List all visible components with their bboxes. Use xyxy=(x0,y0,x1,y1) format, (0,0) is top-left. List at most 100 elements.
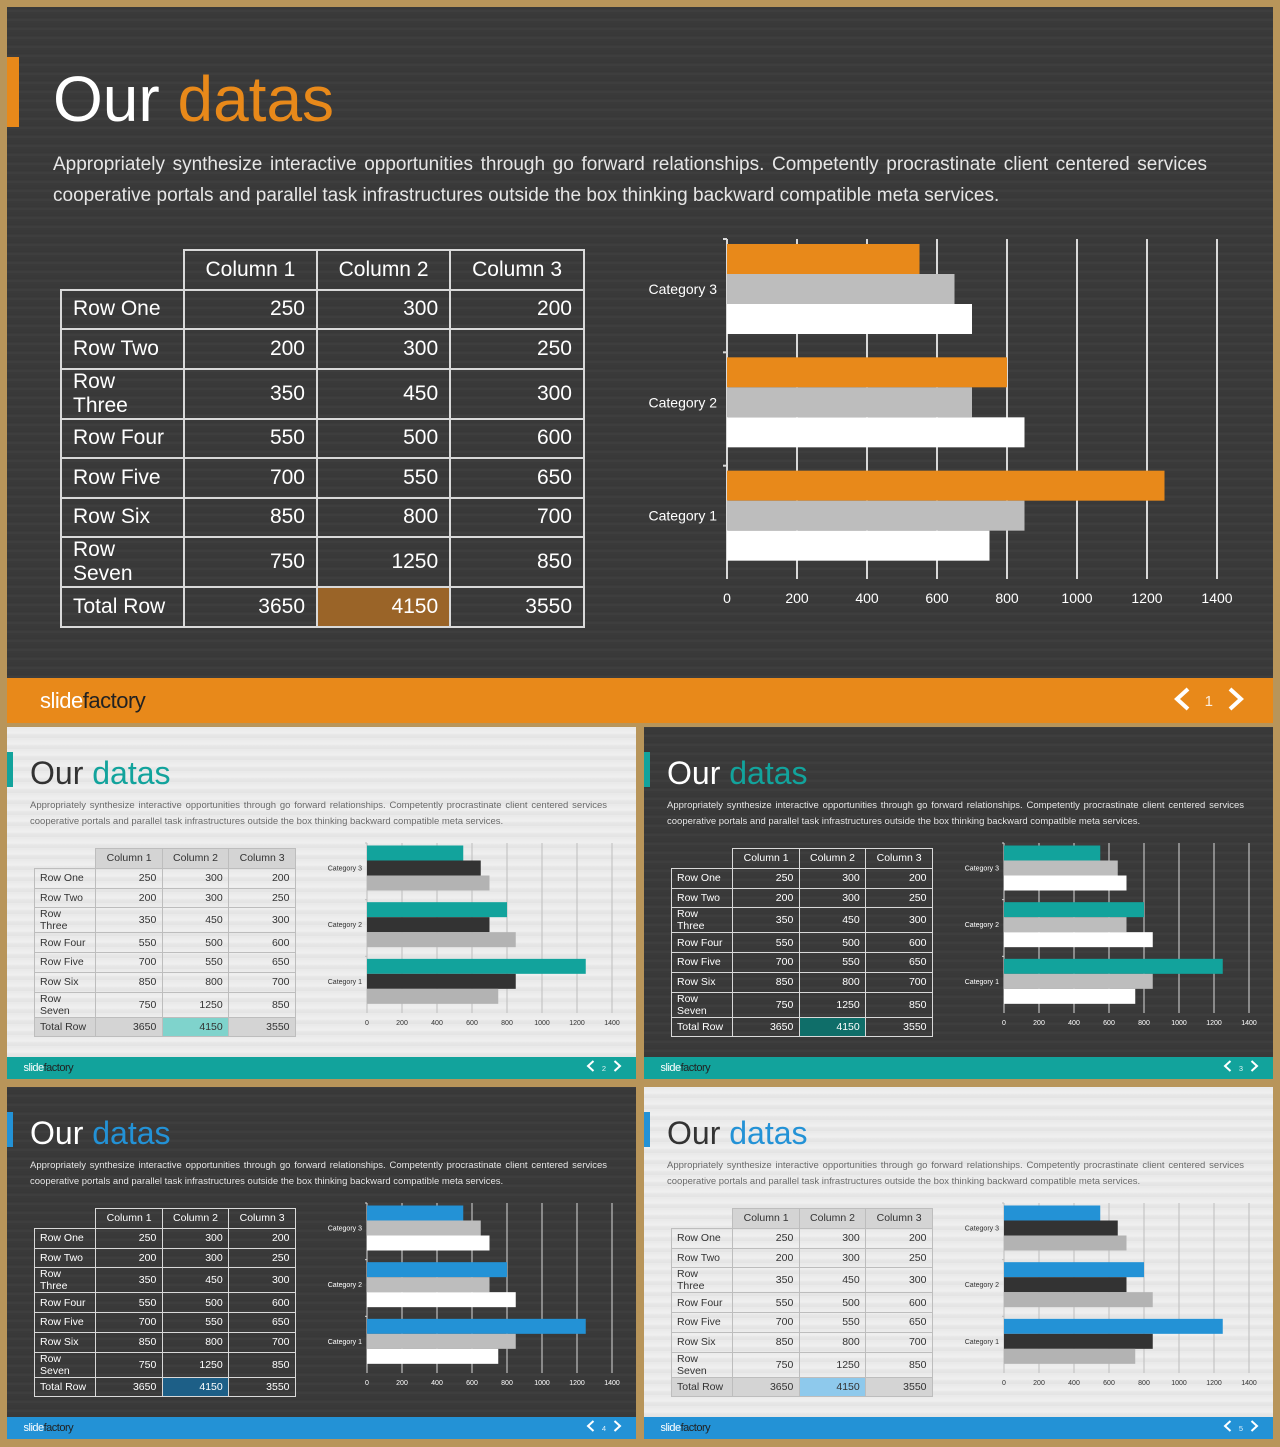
chevron-left-icon[interactable] xyxy=(1223,1059,1232,1077)
brand-part-1: slide xyxy=(660,1421,682,1434)
row-label: Row Five xyxy=(670,1312,734,1333)
table-cell: 550 xyxy=(798,952,867,973)
table-corner-blank xyxy=(34,849,96,869)
row-label: Row Seven xyxy=(670,1351,734,1378)
chevron-right-icon[interactable] xyxy=(613,1419,622,1437)
column-header: Column 3 xyxy=(865,848,933,869)
category-label: Category 2 xyxy=(649,394,718,410)
row-label: Row Five xyxy=(670,952,734,973)
x-tick-label: 1000 xyxy=(534,1020,550,1027)
slide-pagination: 3 xyxy=(1223,1059,1259,1077)
x-tick-label: 1000 xyxy=(534,1380,550,1387)
chevron-right-icon[interactable] xyxy=(1227,687,1245,716)
column-header: Column 3 xyxy=(228,1208,296,1229)
table-cell: 650 xyxy=(228,952,296,973)
x-tick-label: 800 xyxy=(995,590,1019,606)
table-row: Row Five 700 550 650 xyxy=(670,952,933,973)
column-header: Column 1 xyxy=(182,249,319,291)
x-tick-label: 1400 xyxy=(604,1380,620,1387)
chevron-right-icon[interactable] xyxy=(1250,1419,1259,1437)
table-cell-highlight: 4150 xyxy=(161,1016,230,1038)
x-tick-label: 200 xyxy=(1033,1020,1045,1027)
table-row: Row Three 350 450 300 xyxy=(670,1267,933,1294)
slide-2-thumbnail[interactable]: Our datas Appropriately synthesize intera… xyxy=(7,727,636,1079)
table-cell: 1250 xyxy=(161,991,230,1018)
bar xyxy=(727,357,1007,388)
chevron-right-icon[interactable] xyxy=(1250,1059,1259,1077)
table-cell: 250 xyxy=(182,288,319,330)
row-label: Row Six xyxy=(670,1331,734,1353)
category-label: Category 2 xyxy=(965,1282,999,1289)
table-cell: 200 xyxy=(732,887,800,909)
table-cell: 200 xyxy=(228,1227,296,1249)
row-label: Row Two xyxy=(33,887,97,909)
table-cell: 350 xyxy=(95,907,163,934)
slide-description: Appropriately synthesize interactive opp… xyxy=(667,1160,1244,1187)
row-label: Row Three xyxy=(60,367,185,420)
x-tick-label: 1000 xyxy=(1061,590,1092,606)
table-row: Row Four 550 500 600 xyxy=(670,932,933,953)
table-cell: 550 xyxy=(182,417,319,459)
table-cell: 450 xyxy=(161,1267,230,1294)
table-header-row: Column 1 Column 2 Column 3 xyxy=(671,848,933,869)
chevron-left-icon[interactable] xyxy=(1223,1419,1232,1437)
category-label: Category 2 xyxy=(965,922,999,929)
chevron-left-icon[interactable] xyxy=(586,1059,595,1077)
slide-footer: slidefactory 3 xyxy=(644,1056,1273,1079)
category-label: Category 3 xyxy=(328,866,362,873)
slide-5-thumbnail[interactable]: Our datas Appropriately synthesize intera… xyxy=(644,1087,1273,1439)
table-row: Row Four 550 500 600 xyxy=(60,417,585,459)
table-cell: 300 xyxy=(798,1247,867,1269)
row-label: Row Two xyxy=(60,328,185,370)
table-cell: 300 xyxy=(161,1247,230,1269)
slide-4-thumbnail[interactable]: Our datas Appropriately synthesize intera… xyxy=(7,1087,636,1439)
category-label: Category 3 xyxy=(649,281,718,297)
table-cell-highlight: 4150 xyxy=(161,1376,230,1398)
table-cell: 500 xyxy=(798,932,867,953)
bar xyxy=(1004,932,1153,948)
table-row: Row Three 350 450 300 xyxy=(33,907,296,934)
table-row: Row Six 850 800 700 xyxy=(60,496,585,538)
x-tick-label: 800 xyxy=(1138,1380,1150,1387)
chevron-left-icon[interactable] xyxy=(586,1419,595,1437)
table-cell: 850 xyxy=(732,1331,800,1353)
slide-title: Our datas xyxy=(667,757,808,789)
title-accent-bar xyxy=(644,1112,650,1147)
bar xyxy=(367,1220,481,1236)
table-row: Row Two 200 300 250 xyxy=(33,887,296,909)
x-tick-label: 1400 xyxy=(1241,1020,1257,1027)
table-cell: 250 xyxy=(865,887,933,909)
table-row: Row One 250 300 200 xyxy=(670,867,933,889)
chevron-left-icon[interactable] xyxy=(1173,687,1191,716)
row-label: Row Six xyxy=(33,1331,97,1353)
table-cell-highlight: 4150 xyxy=(315,586,452,628)
page-number: 3 xyxy=(1238,1063,1243,1073)
row-label: Row Five xyxy=(33,1312,97,1333)
row-label: Row One xyxy=(33,867,97,889)
table-cell: 3550 xyxy=(228,1376,296,1398)
table-cell: 1250 xyxy=(161,1351,230,1378)
table-cell: 3650 xyxy=(95,1016,163,1038)
table-total-row: Total Row 3650 4150 3550 xyxy=(670,1376,933,1398)
table-cell: 300 xyxy=(315,328,452,370)
bar-chart: Category 1 Category 2 Category 3 0 200 400 600… xyxy=(965,1202,1257,1387)
row-label: Total Row xyxy=(670,1376,734,1398)
chevron-right-icon[interactable] xyxy=(613,1059,622,1077)
table-cell: 800 xyxy=(315,496,452,538)
row-label: Total Row xyxy=(33,1376,97,1398)
slide-3-thumbnail[interactable]: Our datas Appropriately synthesize intera… xyxy=(644,727,1273,1079)
table-cell: 250 xyxy=(95,867,163,889)
row-label: Row Three xyxy=(670,907,734,934)
table-cell: 300 xyxy=(865,907,933,934)
table-cell: 550 xyxy=(161,952,230,973)
table-cell: 750 xyxy=(182,536,319,588)
page-number: 1 xyxy=(1204,692,1213,710)
page-number: 5 xyxy=(1238,1423,1243,1433)
category-label: Category 1 xyxy=(328,1339,362,1346)
table-cell: 250 xyxy=(732,1227,800,1249)
table-cell: 850 xyxy=(182,496,319,538)
table-cell: 700 xyxy=(228,971,296,993)
table-cell: 300 xyxy=(798,1227,867,1249)
slide-pagination: 5 xyxy=(1223,1419,1259,1437)
bar-chart: Category 1 Category 2 Category 3 0 200 400 600… xyxy=(328,842,620,1027)
